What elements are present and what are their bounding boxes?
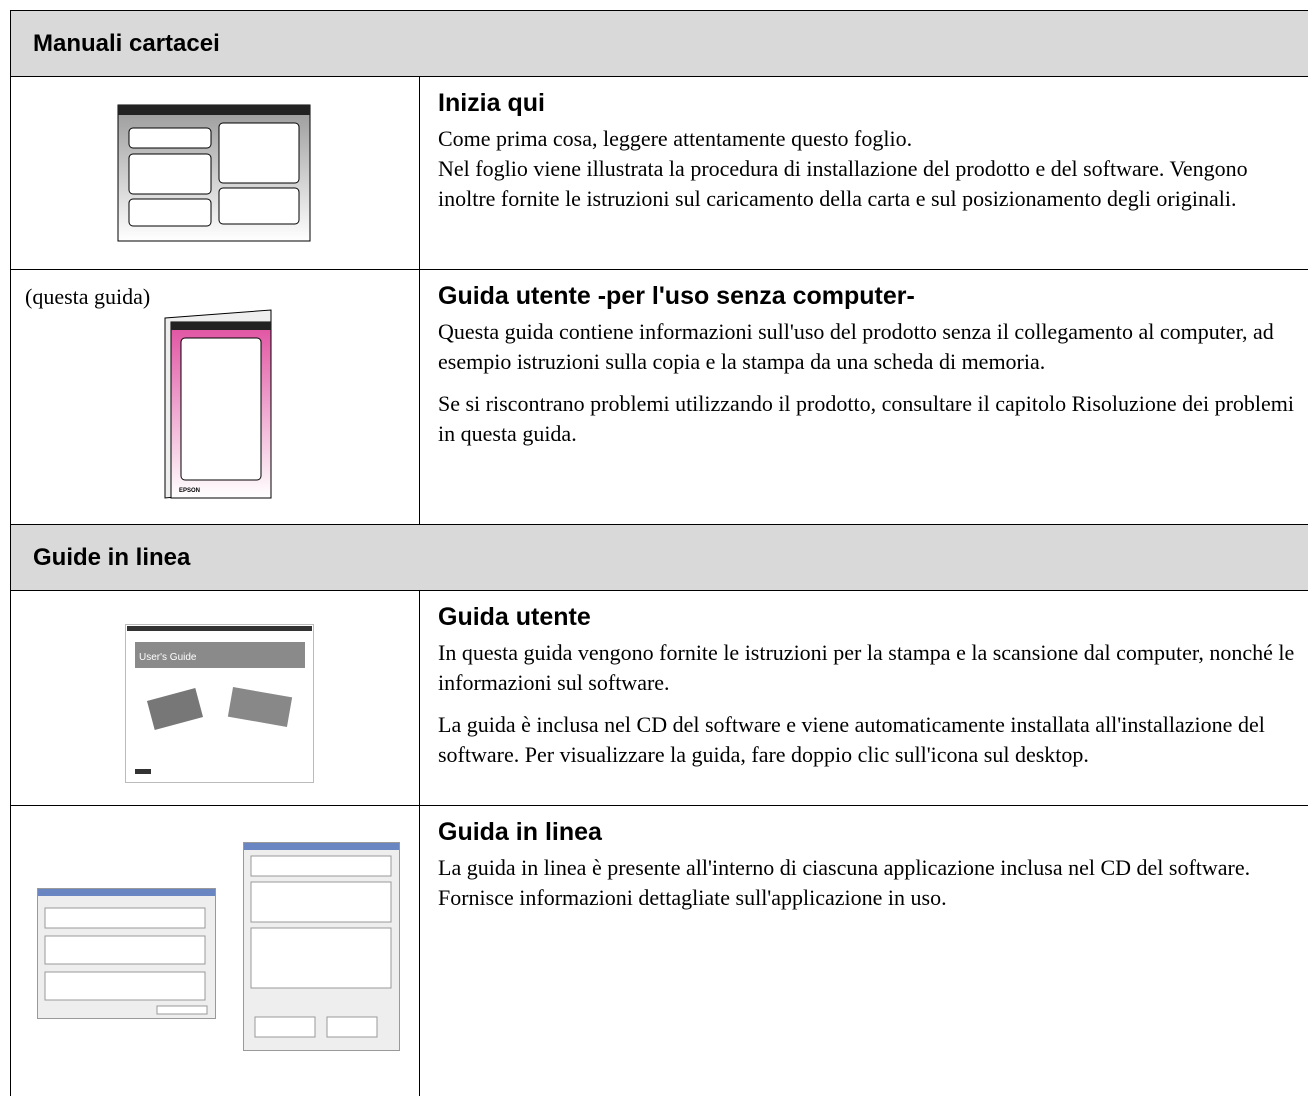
paragraph: La guida è inclusa nel CD del software e…: [438, 712, 1265, 767]
sheet-illustration: [117, 104, 311, 242]
row: User's Guide Guida utente In questa guid…: [11, 591, 1308, 806]
image-label: EPSON: [179, 488, 200, 494]
illustration-cell: (questa guida) EPSON: [11, 270, 420, 524]
paragraph: Questa guida contiene informazioni sull'…: [438, 319, 1274, 374]
image-label: User's Guide: [139, 652, 197, 663]
screen-illustration: User's Guide: [125, 624, 314, 783]
row: Inizia qui Come prima cosa, leggere atte…: [11, 77, 1308, 270]
row-title: Guida utente -per l'uso senza computer-: [438, 282, 915, 310]
illustration-cell: [11, 806, 420, 1096]
dialog-illustration: [37, 888, 216, 1019]
paragraph: La guida in linea è presente all'interno…: [438, 855, 1251, 910]
row-title: Guida utente: [438, 603, 591, 631]
illustration-cell: User's Guide: [11, 591, 420, 805]
paragraph: Se si riscontrano problemi utilizzando i…: [438, 391, 1294, 446]
row: (questa guida) EPSON Guida utente -per l…: [11, 270, 1308, 525]
paragraph: Nel foglio viene illustrata la procedura…: [438, 156, 1248, 211]
illustration-cell: [11, 77, 420, 269]
booklet-illustration: EPSON: [164, 309, 272, 499]
paragraph: Come prima cosa, leggere attentamente qu…: [438, 126, 913, 151]
row: Guida in linea La guida in linea è prese…: [11, 806, 1308, 1096]
dialog-illustration: [243, 842, 400, 1051]
paragraph: In questa guida vengono fornite le istru…: [438, 640, 1295, 695]
row-title: Guida in linea: [438, 818, 602, 846]
section-header: Guide in linea: [11, 525, 1308, 591]
description: Guida in linea La guida in linea è prese…: [420, 806, 1308, 1096]
description: Guida utente In questa guida vengono for…: [420, 591, 1308, 805]
section-header: Manuali cartacei: [11, 11, 1308, 77]
row-title: Inizia qui: [438, 89, 545, 117]
description: Guida utente -per l'uso senza computer- …: [420, 270, 1308, 524]
document-table: Manuali cartacei Inizia qui Come prima c…: [10, 10, 1308, 1096]
description: Inizia qui Come prima cosa, leggere atte…: [420, 77, 1308, 269]
caption: (questa guida): [25, 284, 151, 309]
